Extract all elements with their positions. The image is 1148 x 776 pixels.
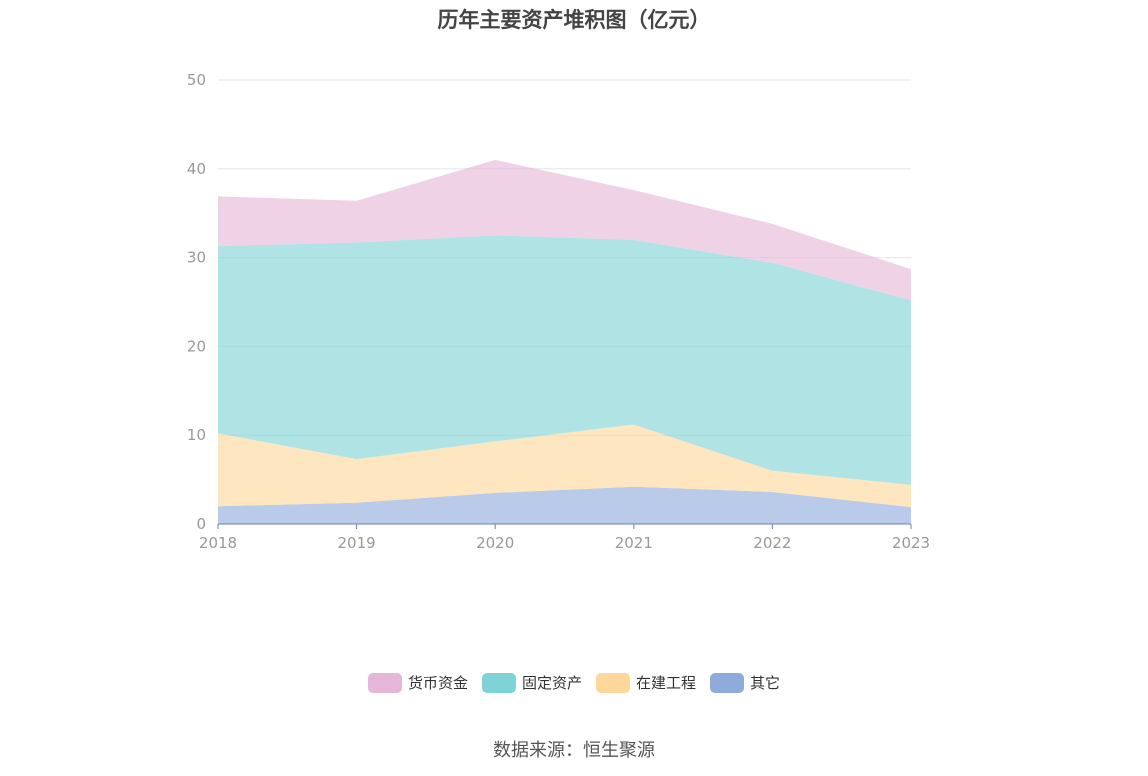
area-series-3 [218, 159, 911, 301]
area-series-0 [218, 486, 911, 524]
x-tick-label: 2018 [199, 534, 237, 552]
data-point [632, 188, 636, 192]
axes: 0 10 20 30 40 50 2018 2019 2020 2021 2022 2023 [187, 71, 930, 552]
data-point [909, 267, 913, 271]
legend-label: 货币资金 [407, 674, 468, 692]
area-series [216, 158, 913, 524]
legend-item[interactable]: 在建工程 [596, 672, 696, 693]
legend-swatch [367, 672, 402, 693]
x-tick-label: 2019 [338, 534, 376, 552]
area-series-1 [218, 424, 911, 508]
data-point [493, 158, 497, 162]
chart-title: 历年主要资产堆积图（亿元） [437, 8, 711, 32]
y-tick-label: 50 [187, 71, 206, 89]
x-tick-label: 2022 [753, 534, 791, 552]
stacked-area-chart: 0 10 20 30 40 50 2018 2019 2020 2021 2022 2023 [187, 71, 930, 552]
x-tick-label: 2020 [476, 534, 514, 552]
data-point [355, 199, 359, 203]
data-point [770, 222, 774, 226]
data-source: 数据来源：恒生聚源 [493, 740, 655, 761]
y-tick-label: 0 [196, 515, 206, 533]
legend: 货币资金 固定资产 在建工程 其它 [0, 672, 1148, 693]
legend-swatch [710, 672, 745, 693]
legend-label: 固定资产 [521, 674, 582, 692]
legend-swatch [481, 672, 516, 693]
data-point [216, 194, 220, 198]
legend-label: 其它 [750, 674, 781, 692]
legend-item[interactable]: 货币资金 [367, 672, 468, 693]
x-tick-label: 2023 [892, 534, 930, 552]
area-series-2 [218, 235, 911, 485]
y-tick-label: 40 [187, 160, 206, 178]
legend-item[interactable]: 其它 [710, 672, 780, 693]
legend-item[interactable]: 固定资产 [481, 672, 582, 693]
legend-label: 在建工程 [636, 674, 697, 692]
y-tick-label: 30 [187, 249, 206, 267]
y-tick-label: 10 [187, 426, 206, 444]
x-tick-label: 2021 [615, 534, 653, 552]
y-tick-label: 20 [187, 337, 206, 355]
legend-swatch [596, 672, 630, 693]
